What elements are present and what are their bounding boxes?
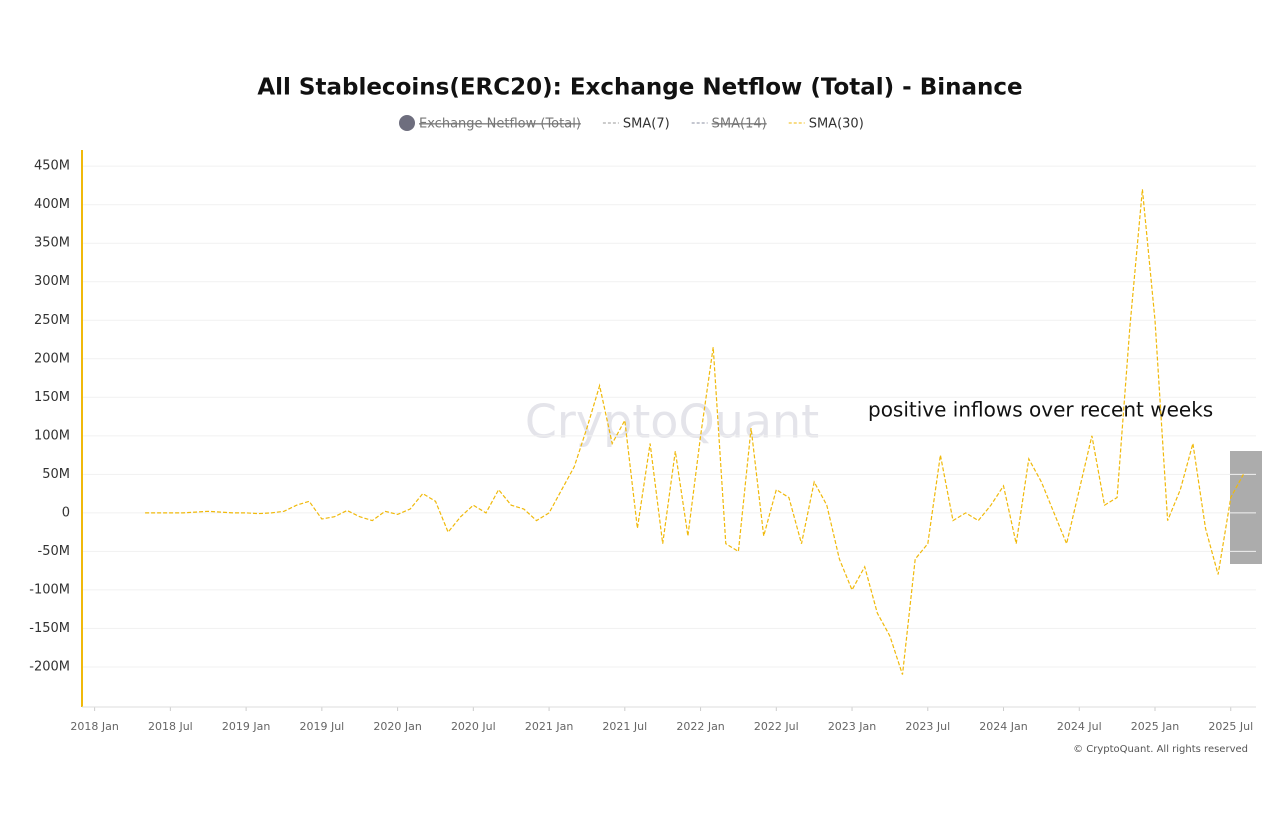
x-tick-label: 2019 Jan xyxy=(222,720,270,733)
x-tick-label: 2023 Jul xyxy=(905,720,950,733)
x-tick-label: 2025 Jul xyxy=(1208,720,1253,733)
chart-title: All Stablecoins(ERC20): Exchange Netflow… xyxy=(257,75,1022,101)
legend-label: SMA(30) xyxy=(809,117,864,132)
y-tick-label: 450M xyxy=(34,159,70,174)
y-tick-label: 100M xyxy=(34,428,70,443)
x-tick-label: 2018 Jan xyxy=(70,720,118,733)
watermark: CryptoQuant xyxy=(525,395,819,449)
x-tick-label: 2019 Jul xyxy=(299,720,344,733)
annotation: positive inflows over recent weeks xyxy=(868,398,1213,422)
copyright: © CryptoQuant. All rights reserved xyxy=(1073,744,1248,755)
legend: Exchange Netflow (Total) SMA(7) SMA(14) SMA… xyxy=(399,115,864,132)
y-tick-label: 350M xyxy=(34,236,70,251)
x-tick-label: 2024 Jul xyxy=(1057,720,1102,733)
y-tick-label: -100M xyxy=(29,582,70,597)
legend-label: Exchange Netflow (Total) xyxy=(419,117,581,132)
y-tick-label: 150M xyxy=(34,390,70,405)
y-tick-label: -200M xyxy=(29,659,70,674)
y-tick-label: 400M xyxy=(34,197,70,212)
x-tick-label: 2025 Jan xyxy=(1131,720,1179,733)
x-tick-label: 2023 Jan xyxy=(828,720,876,733)
y-tick-label: -50M xyxy=(38,544,70,559)
x-tick-label: 2020 Jan xyxy=(373,720,421,733)
x-tick-label: 2018 Jul xyxy=(148,720,193,733)
x-tick-label: 2021 Jul xyxy=(602,720,647,733)
x-tick-label: 2022 Jan xyxy=(676,720,724,733)
series-line xyxy=(145,189,1244,675)
y-tick-label: 0 xyxy=(62,505,70,520)
y-tick-label: 300M xyxy=(34,274,70,289)
y-tick-label: 250M xyxy=(34,313,70,328)
y-tick-label: 50M xyxy=(42,467,70,482)
y-tick-label: 200M xyxy=(34,351,70,366)
x-tick-label: 2021 Jan xyxy=(525,720,573,733)
legend-label: SMA(7) xyxy=(623,117,670,132)
y-tick-label: -150M xyxy=(29,621,70,636)
legend-marker xyxy=(399,115,415,131)
x-tick-label: 2020 Jul xyxy=(451,720,496,733)
x-tick-label: 2024 Jan xyxy=(979,720,1027,733)
legend-label: SMA(14) xyxy=(712,117,767,132)
x-tick-label: 2022 Jul xyxy=(754,720,799,733)
highlight-box xyxy=(1230,451,1262,564)
